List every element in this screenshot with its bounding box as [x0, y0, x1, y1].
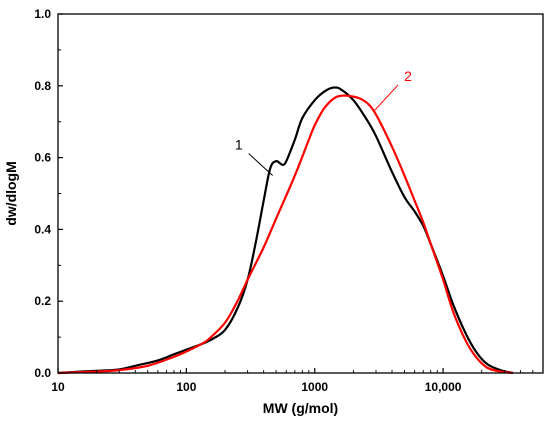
x-tick-label: 10,000 [425, 380, 462, 394]
x-tick-label: 10 [51, 380, 65, 394]
ticks-layer: 0.0 0.2 0.4 0.6 0.8 1.0 10 100 1000 10,000 [34, 7, 544, 394]
y-tick-label: 1.0 [34, 7, 51, 21]
annotation-2-label: 2 [404, 68, 412, 84]
y-axis-title: dw/dlogM [3, 161, 19, 226]
y-tick-label: 0.2 [34, 294, 51, 308]
y-tick-label: 0.8 [34, 79, 51, 93]
x-axis-title: MW (g/mol) [263, 400, 338, 416]
annotations-layer: 12 [235, 68, 412, 176]
series-1-line [57, 86, 514, 375]
y-tick-label: 0.4 [34, 222, 51, 236]
x-tick-label: 100 [176, 380, 196, 394]
x-tick-label: 1000 [301, 380, 328, 394]
y-tick-label: 0.0 [34, 366, 51, 380]
y-tick-label: 0.6 [34, 151, 51, 165]
series-2-line [57, 94, 514, 375]
annotation-1-leader [248, 153, 273, 176]
plot-frame [57, 13, 544, 374]
annotation-1-label: 1 [235, 137, 243, 153]
curves-layer [57, 86, 514, 375]
annotation-2-leader [373, 84, 399, 112]
